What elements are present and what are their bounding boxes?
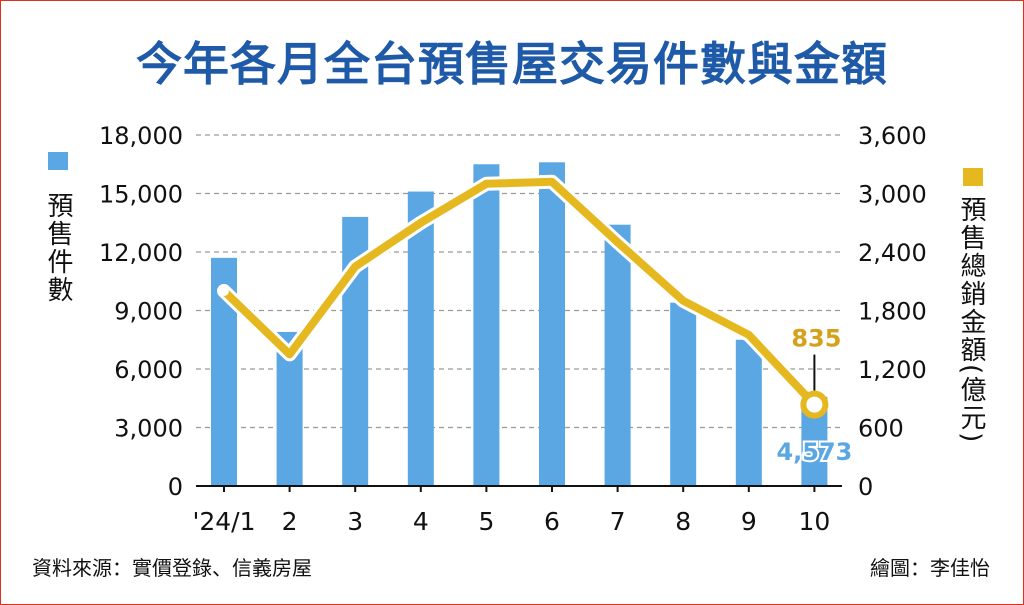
y-left-tick-label: 12,000 xyxy=(99,239,183,267)
y-right-label: 預售總銷金額(億元) xyxy=(956,196,986,445)
y-right-tick-label: 3,600 xyxy=(858,122,927,150)
x-tick-label: 6 xyxy=(544,507,560,536)
bar xyxy=(407,191,434,487)
series-line-outline xyxy=(217,174,822,412)
x-tick-label: 8 xyxy=(675,507,691,536)
bar xyxy=(604,224,631,486)
y-right-tick-label: 2,400 xyxy=(858,239,927,267)
chart-title: 今年各月全台預售屋交易件數與金額 xyxy=(136,37,888,91)
y-left-tick-label: 9,000 xyxy=(114,298,183,326)
y-left-tick-label: 6,000 xyxy=(114,356,183,384)
x-tick-label: 4 xyxy=(413,507,429,536)
x-tick-label: 10 xyxy=(798,507,830,536)
y-right-tick-label: 1,800 xyxy=(858,298,927,326)
y-left-tick-label: 0 xyxy=(168,473,183,501)
credit-text: 繪圖：李佳怡 xyxy=(870,556,990,580)
bar xyxy=(539,162,565,487)
source-text: 資料來源：實價登錄、信義房屋 xyxy=(32,556,312,580)
x-tick-label: 2 xyxy=(282,507,298,536)
annotation-last-count: 4,573 xyxy=(776,438,852,466)
y-left-tick-label: 15,000 xyxy=(99,181,183,209)
y-left-tick-label: 3,000 xyxy=(114,415,183,443)
bar xyxy=(670,302,697,486)
line-start-point xyxy=(219,286,229,296)
y-right-tick-label: 3,000 xyxy=(858,181,927,209)
x-tick-label: 5 xyxy=(478,507,494,536)
x-tick-label: 3 xyxy=(347,507,363,536)
y-left-tick-label: 18,000 xyxy=(99,122,183,150)
bar xyxy=(735,339,762,486)
y-right-tick-label: 1,200 xyxy=(858,356,927,384)
y-right-tick-label: 600 xyxy=(858,415,904,443)
x-tick-label: '24/1 xyxy=(192,507,255,536)
y-left-label: 預售件數 xyxy=(43,192,73,304)
last-point-marker xyxy=(800,390,829,419)
x-tick-label: 9 xyxy=(741,507,757,536)
y-right-tick-label: 0 xyxy=(858,473,873,501)
legend-bar-swatch xyxy=(48,152,68,170)
x-tick-label: 7 xyxy=(610,507,626,536)
legend-line-swatch xyxy=(963,168,983,186)
series-line xyxy=(220,177,819,409)
annotation-last-amount: 835 xyxy=(791,325,841,353)
bar xyxy=(473,164,500,486)
